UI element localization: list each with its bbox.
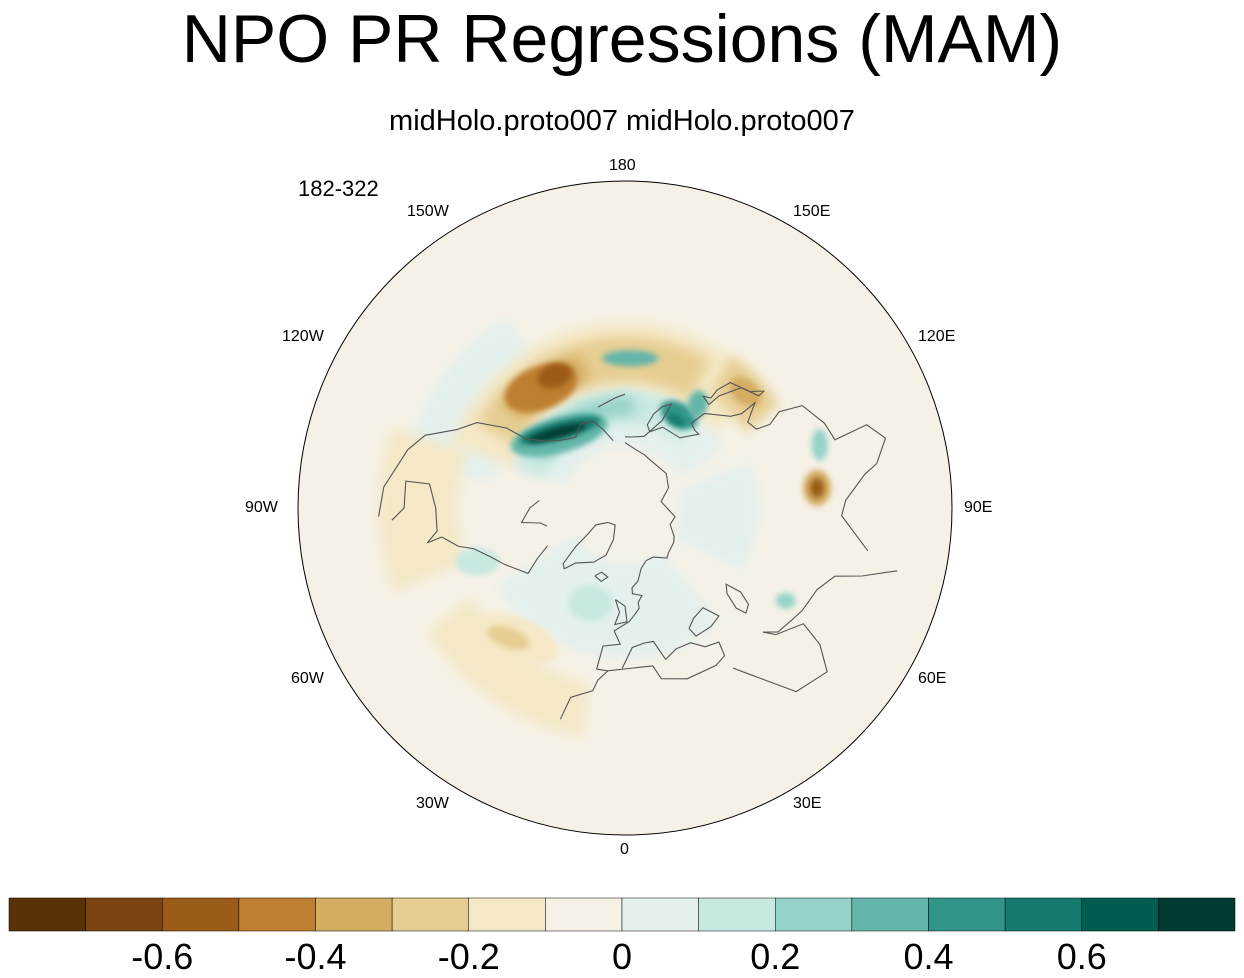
coast-north-america-west: [378, 420, 614, 517]
colorbar-swatch: [775, 897, 853, 932]
coast-black-sea: [688, 607, 720, 637]
coast-hudson-bay: [520, 500, 548, 527]
weak-positive-siberia: [674, 462, 759, 571]
negative-max-core: [537, 362, 573, 389]
coast-britain: [613, 599, 628, 626]
negative-band-mid: [477, 337, 711, 445]
positive-southeast-asia: [811, 428, 828, 461]
colorbar-swatch: [85, 897, 163, 932]
figure-subtitle: midHolo.proto007 midHolo.proto007: [389, 105, 855, 137]
coast-east-asia: [624, 400, 887, 552]
lon-label-90e: 90E: [964, 499, 993, 516]
colorbar-swatch: [1158, 897, 1236, 932]
colorbar-swatch: [545, 897, 623, 932]
colorbar-swatch: [851, 897, 929, 932]
coast-mediterranean: [596, 640, 726, 680]
positive-north-atlantic: [568, 585, 613, 622]
lon-label-60e: 60E: [918, 670, 947, 687]
negative-japan-core: [729, 377, 762, 407]
years-label: 182-322: [298, 176, 379, 201]
map-boundary: [297, 180, 953, 836]
positive-band-outer: [515, 391, 698, 476]
lon-label-0: 0: [620, 841, 629, 858]
lon-label-150e: 150E: [793, 203, 831, 220]
coast-greenland: [562, 521, 616, 570]
colorbar-swatch: [1004, 897, 1082, 932]
colorbar-swatch: [468, 897, 546, 932]
coast-eurasia-north: [596, 442, 676, 670]
colorbar-swatch: [162, 897, 240, 932]
colorbar-tick-label: 0.6: [1056, 936, 1107, 977]
lon-label-90w: 90W: [245, 499, 278, 516]
colorbar-swatch: [621, 897, 699, 932]
lon-label-120e: 120E: [918, 328, 956, 345]
coast-japan: [701, 381, 765, 406]
coast-arabia-india: [732, 570, 898, 693]
colorbar-tick-label: 0.4: [903, 936, 954, 977]
coast-north-america-east: [391, 480, 549, 575]
coast-caspian: [725, 583, 750, 614]
lon-label-150w: 150W: [407, 203, 449, 220]
positive-kuril: [687, 390, 708, 419]
weak-negative-north-america-south: [378, 427, 468, 593]
colorbar-swatch: [238, 897, 316, 932]
colorbar-tick-label: 0: [611, 936, 633, 977]
colorbar-swatch: [315, 897, 393, 932]
lon-label-30e: 30E: [793, 795, 822, 812]
coast-aleutians: [597, 393, 626, 408]
lon-label-120w: 120W: [282, 328, 324, 345]
lon-label-60w: 60W: [291, 670, 324, 687]
positive-kamchatka-max: [666, 413, 685, 427]
colorbar-swatch: [698, 897, 776, 932]
negative-south-china-core: [810, 477, 825, 498]
colorbar-tick-label: -0.4: [284, 936, 347, 977]
positive-middle-east: [775, 592, 796, 609]
colorbar-tick-label: -0.2: [437, 936, 500, 977]
positive-alaska-max: [528, 423, 587, 442]
positive-north-edge: [602, 350, 659, 367]
colorbar-swatch: [391, 897, 469, 932]
colorbar-swatch: [928, 897, 1006, 932]
positive-west-atlantic: [455, 547, 500, 576]
colorbar-tick-label: -0.6: [131, 936, 194, 977]
colorbar-swatch: [1081, 897, 1159, 932]
figure-title: NPO PR Regressions (MAM): [181, 1, 1063, 77]
colorbar: [8, 897, 1236, 932]
colorbar-swatch: [8, 897, 86, 932]
coast-africa-west: [559, 670, 609, 720]
weak-negative-atlantic-subtropics: [427, 597, 588, 738]
contour-patches: [378, 317, 832, 738]
negative-atlantic-core: [487, 625, 530, 650]
colorbar-tick-label: 0.2: [750, 936, 801, 977]
lon-label-30w: 30W: [416, 795, 449, 812]
field-layer: [298, 181, 952, 835]
lon-label-180: 180: [609, 157, 636, 174]
coastlines: [378, 381, 898, 720]
coast-iceland: [594, 571, 609, 583]
